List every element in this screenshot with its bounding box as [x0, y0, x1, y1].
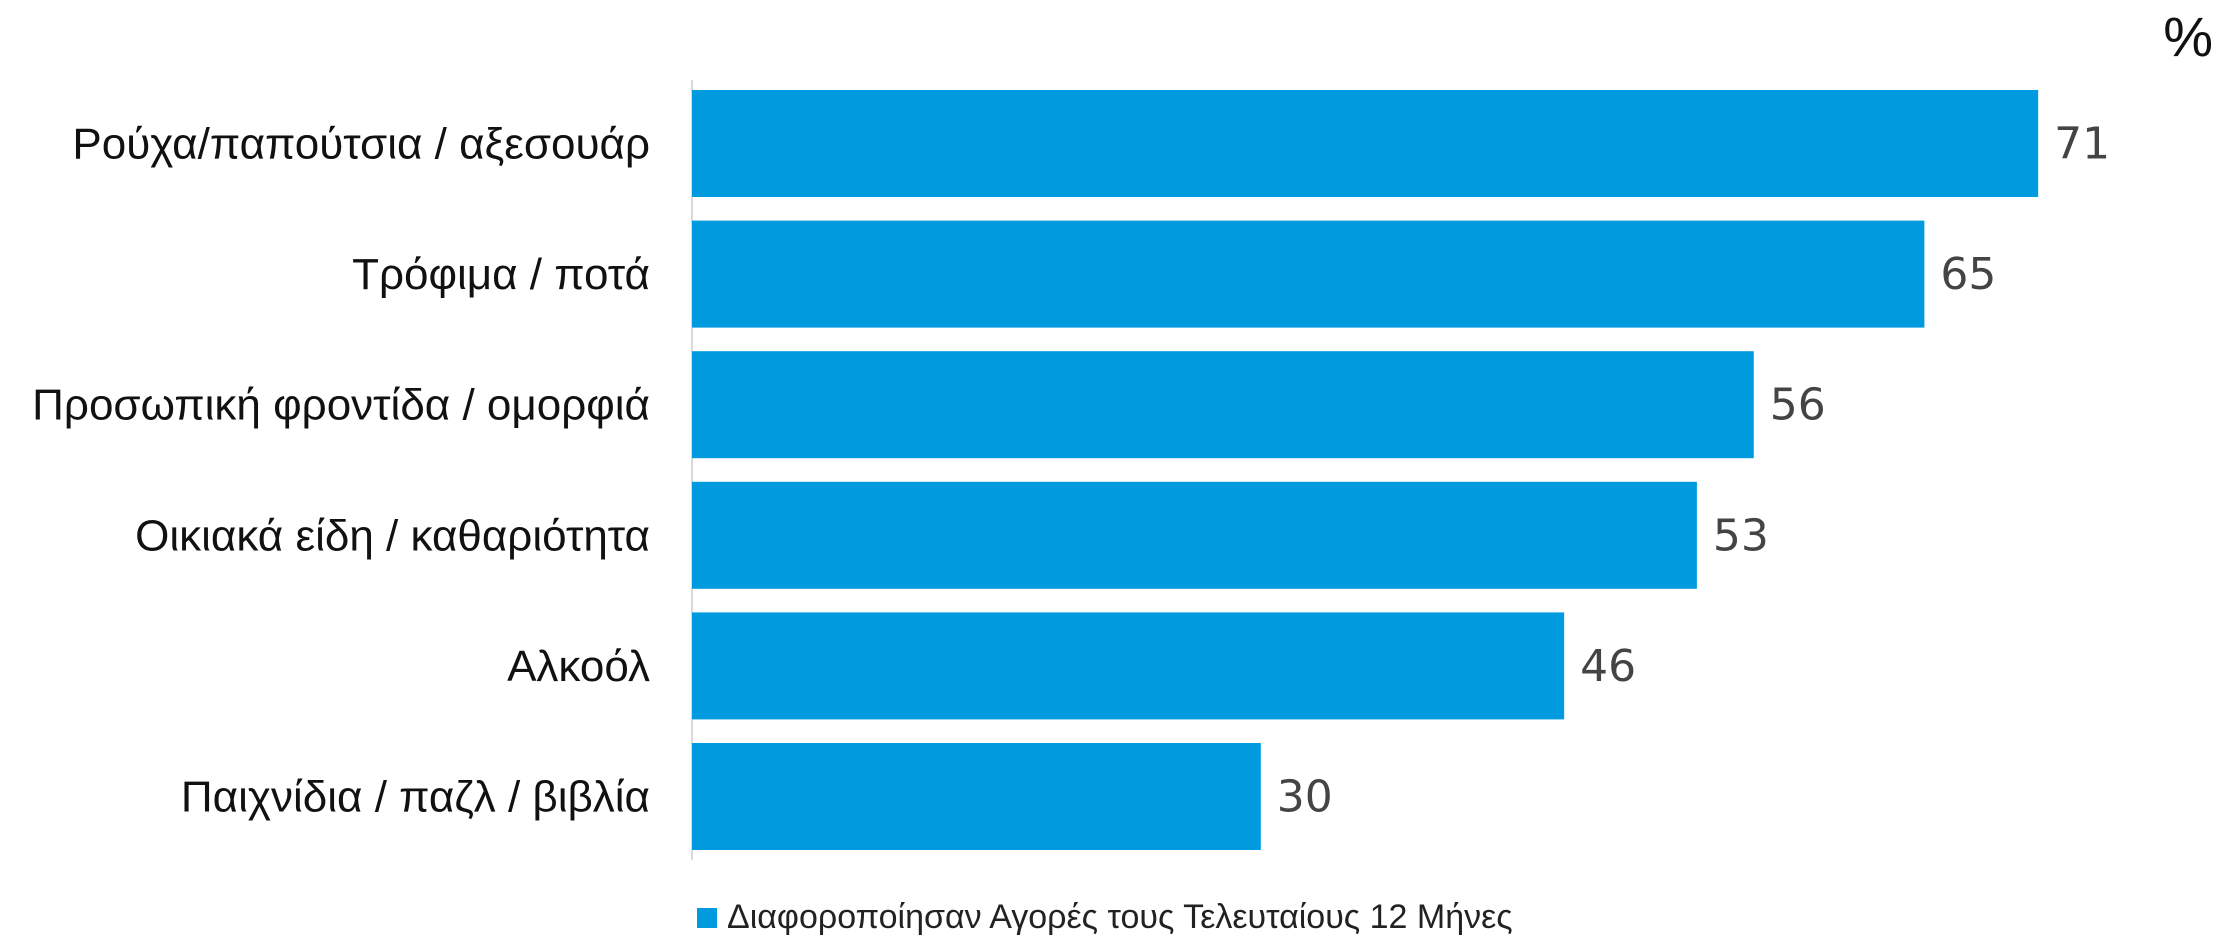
value-label: 46 [1580, 641, 1636, 692]
bar [692, 481, 1697, 589]
value-label: 56 [1770, 380, 1826, 431]
unit-label: % [2163, 5, 2213, 68]
category-label: Τρόφιμα / ποτά [352, 250, 650, 299]
bar [692, 351, 1754, 459]
legend-swatch [697, 907, 717, 928]
legend: Διαφοροποίησαν Αγορές τους Τελευταίους 1… [697, 898, 1513, 937]
value-label: 53 [1713, 510, 1769, 561]
value-label: 65 [1940, 249, 1996, 300]
bars-layer: Ρούχα/παπούτσια / αξεσουάρ 71 Τρόφιμα / πο… [32, 90, 2110, 850]
category-label: Οικιακά είδη / καθαριότητα [135, 511, 650, 560]
bar [692, 612, 1565, 720]
value-label: 30 [1277, 772, 1333, 823]
legend-label: Διαφοροποίησαν Αγορές τους Τελευταίους 1… [727, 898, 1513, 936]
bar [692, 220, 1925, 328]
bar [692, 90, 2039, 197]
value-label: 71 [2054, 119, 2110, 170]
category-label: Παιχνίδια / παζλ / βιβλία [181, 773, 650, 822]
category-label: Ρούχα/παπούτσια / αξεσουάρ [72, 120, 650, 169]
category-label: Προσωπική φροντίδα / ομορφιά [32, 381, 650, 430]
bar [692, 743, 1261, 850]
category-label: Αλκοόλ [507, 642, 650, 691]
